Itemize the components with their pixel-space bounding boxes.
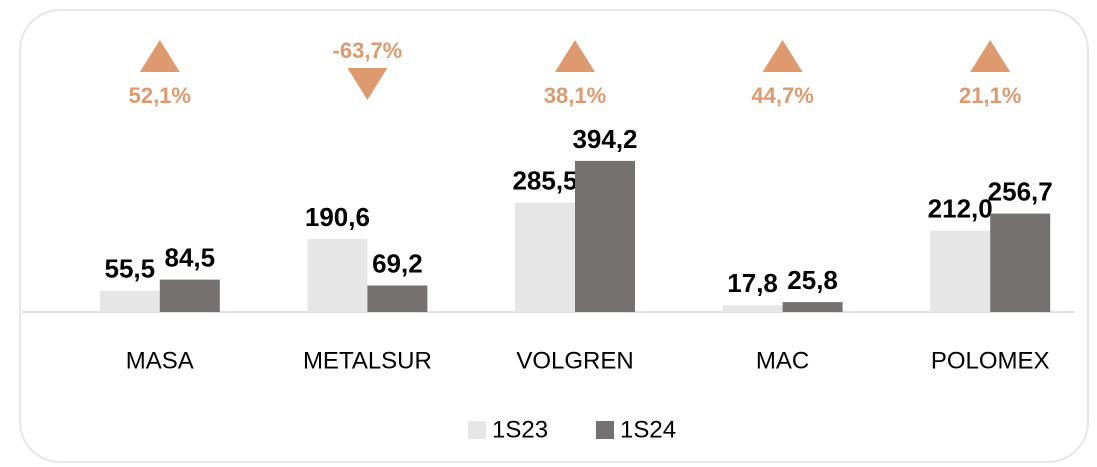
change-arrow-down (347, 68, 388, 100)
bar (307, 238, 368, 312)
change-label: 21,1% (959, 83, 1021, 108)
change-label: 44,7% (751, 83, 813, 108)
bar (575, 160, 635, 312)
value-label: 55,5 (104, 254, 155, 284)
x-tick-label: METALSUR (303, 347, 432, 374)
change-arrow-up (970, 40, 1011, 72)
value-label: 212,0 (928, 194, 993, 224)
legend-swatch (468, 421, 486, 439)
change-label: 52,1% (129, 83, 191, 108)
x-tick-label: MASA (126, 347, 194, 374)
bar (159, 279, 220, 312)
bar (930, 230, 991, 312)
value-label: 394,2 (572, 124, 637, 154)
legend-label: 1S24 (620, 416, 676, 443)
bar (782, 302, 843, 312)
bar (722, 305, 783, 312)
bar (990, 213, 1051, 312)
x-tick-label: VOLGREN (516, 347, 633, 374)
value-label: 25,8 (787, 265, 838, 295)
value-label: 69,2 (372, 248, 423, 278)
bar (367, 285, 428, 312)
bar (515, 202, 575, 312)
value-label: 285,5 (512, 165, 577, 195)
bar (99, 290, 160, 312)
value-label: 256,7 (988, 176, 1053, 206)
value-label: 190,6 (305, 202, 370, 232)
legend-label: 1S23 (492, 416, 548, 443)
value-label: 17,8 (727, 268, 778, 298)
change-arrow-up (762, 40, 803, 72)
x-tick-label: POLOMEX (931, 347, 1050, 374)
value-label: 84,5 (164, 242, 215, 272)
change-label: -63,7% (333, 38, 403, 63)
change-arrow-up (555, 40, 595, 72)
x-tick-label: MAC (756, 347, 809, 374)
change-arrow-up (139, 40, 180, 72)
change-label: 38,1% (544, 83, 606, 108)
legend-swatch (596, 421, 614, 439)
